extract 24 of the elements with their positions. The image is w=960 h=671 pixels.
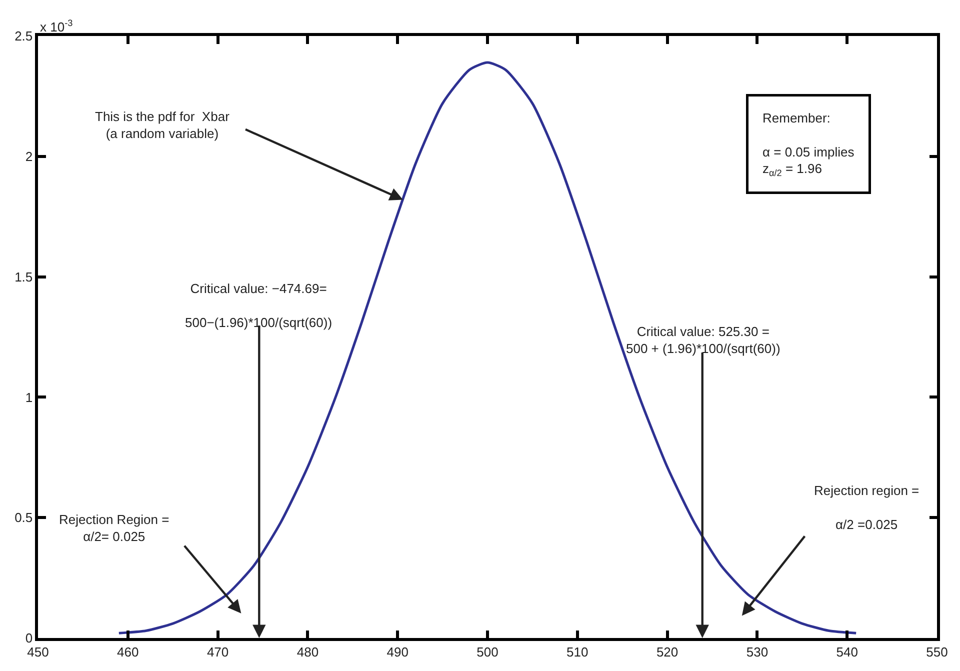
text: Rejection region = α/2 =0.025 [814,483,920,532]
x-tick-label: 480 [296,644,319,660]
x-tick-label: 510 [566,644,588,660]
text: x 10$^{-3}$ [40,18,73,34]
annotation: Critical value: 525.30 = 500 + (1.96)*100/(sqrt(60)) [626,324,780,356]
text: Remember: α = 0.05 implies z$_{α/2}$ = 1.96 [762,110,854,178]
x-tick-label: 530 [746,644,768,660]
x-tick-label: 520 [656,644,678,660]
y-tick-label: 2.5 [14,28,33,44]
y-tick-label: 0.5 [14,510,33,526]
x-tick-label: 540 [836,644,858,660]
x-tick-label: 550 [926,644,948,660]
annotation: This is the pdf for Xbar (a random variable) [95,109,230,141]
y-tick-label: 1.5 [14,269,33,284]
text: Critical value: −474.69= 500−(1.96)*100/(sqrt(60)) [185,281,332,330]
y-tick-label: 1 [25,390,33,405]
y-tick-label: 0 [25,630,33,646]
x-tick-label: 450 [27,644,49,660]
x-tick-label: 500 [476,644,498,660]
x-tick-label: 460 [117,644,139,660]
annotation: Rejection Region = α/2= 0.025 [59,512,170,544]
x-tick-label: 490 [386,644,408,660]
y-tick-label: 2 [25,148,33,164]
x-tick-label: 470 [206,644,229,660]
